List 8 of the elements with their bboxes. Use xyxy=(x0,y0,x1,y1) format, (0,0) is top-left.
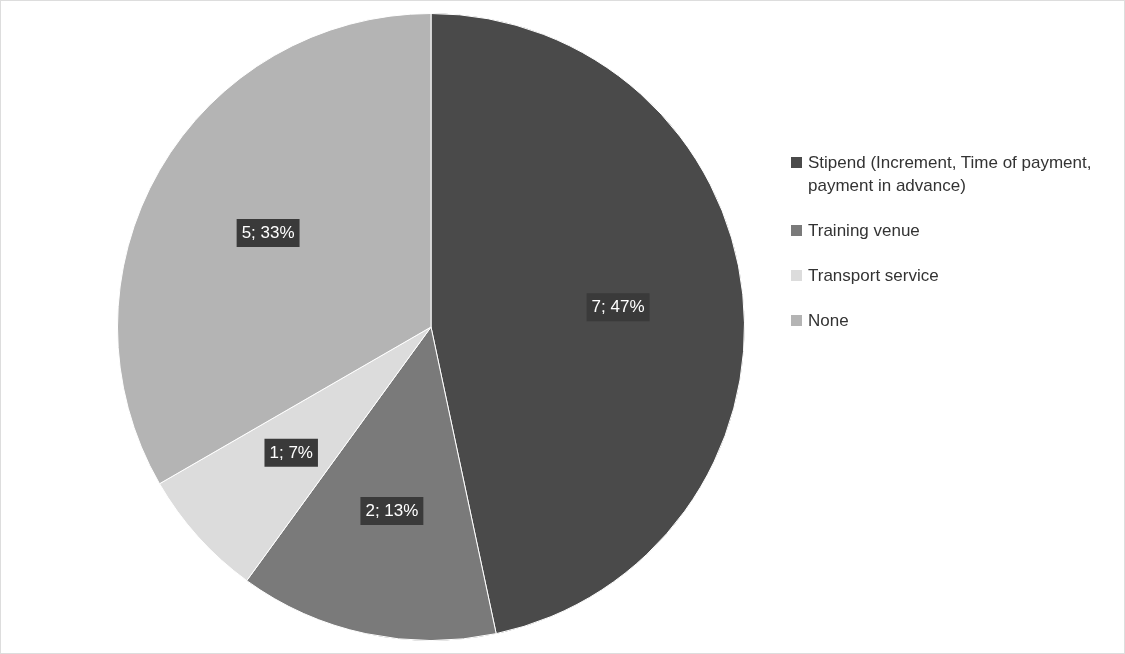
data-label: 7; 47% xyxy=(591,297,645,317)
data-label: 2; 13% xyxy=(365,500,419,520)
legend-label: Stipend (Increment, Time of payment, payment in advance) xyxy=(808,152,1093,197)
legend-label: None xyxy=(808,310,849,332)
data-label: 1; 7% xyxy=(269,442,313,462)
legend-label: Transport service xyxy=(808,265,939,287)
legend-label: Training venue xyxy=(808,220,920,242)
data-label: 5; 33% xyxy=(241,222,295,242)
